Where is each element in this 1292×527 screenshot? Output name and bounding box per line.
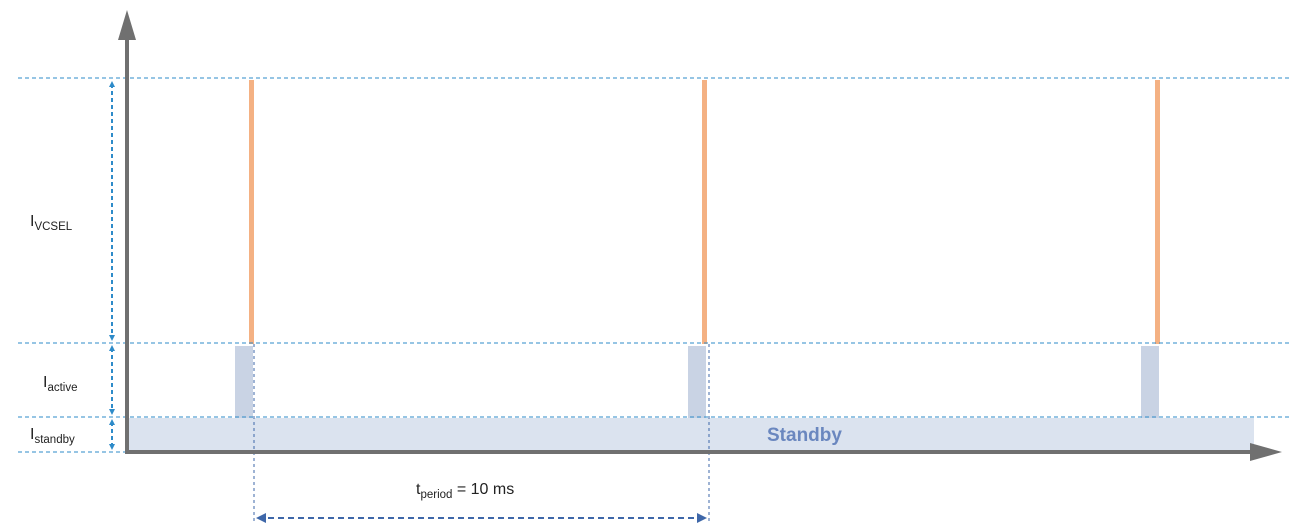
standby-band-label: Standby bbox=[767, 425, 842, 446]
y-axis-arrowhead bbox=[118, 10, 136, 40]
x-axis-arrowhead bbox=[1250, 443, 1282, 461]
vcsel-pulse-1 bbox=[249, 80, 254, 344]
t-period-label: tperiod = 10 ms bbox=[416, 481, 515, 501]
active-block-2 bbox=[688, 346, 706, 418]
vcsel-pulse-2 bbox=[702, 80, 707, 344]
active-block-1 bbox=[235, 346, 253, 418]
i-active-label: Iactive bbox=[43, 374, 78, 394]
i-vcsel-label: IVCSEL bbox=[30, 213, 73, 233]
active-block-3 bbox=[1141, 346, 1159, 418]
vcsel-pulse-3 bbox=[1155, 80, 1160, 344]
standby-band bbox=[128, 418, 1254, 452]
i-standby-label: Istandby bbox=[30, 426, 75, 446]
